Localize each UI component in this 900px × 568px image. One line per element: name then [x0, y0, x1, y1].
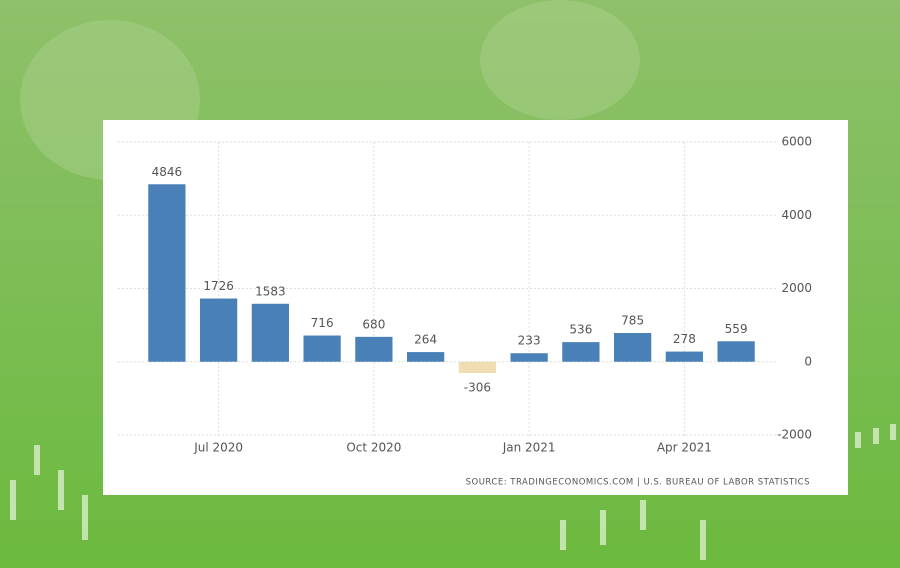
y-tick-label: 4000: [781, 208, 812, 222]
y-tick-label: -2000: [777, 428, 812, 442]
data-label: 278: [673, 332, 696, 346]
bar: [251, 303, 290, 362]
decoration: [480, 0, 640, 120]
bar: [613, 332, 652, 362]
data-label: 1726: [203, 279, 234, 293]
bar: [199, 298, 238, 362]
data-label: 536: [569, 323, 592, 337]
bar: [148, 184, 186, 362]
bar: [406, 352, 445, 362]
data-label: 785: [621, 313, 644, 327]
x-tick-label: Jul 2020: [193, 441, 243, 455]
bar: [562, 342, 600, 362]
data-label: 680: [362, 317, 385, 331]
x-tick-label: Oct 2020: [346, 441, 401, 455]
bar: [355, 336, 393, 362]
bar: [510, 353, 548, 362]
bar: [665, 351, 704, 362]
x-tick-label: Jan 2021: [502, 441, 556, 455]
source-note: SOURCE: TRADINGECONOMICS.COM | U.S. BURE…: [466, 478, 810, 488]
data-label: -306: [464, 380, 491, 394]
x-tick-label: Apr 2021: [657, 441, 712, 455]
bar: [303, 335, 341, 362]
bar: [717, 341, 755, 362]
data-label: 264: [414, 333, 437, 347]
bar: [458, 361, 497, 373]
data-label: 716: [311, 316, 334, 330]
decoration: [10, 424, 896, 560]
data-label: 1583: [255, 284, 286, 298]
data-label: 233: [518, 334, 541, 348]
y-tick-label: 2000: [781, 281, 812, 295]
y-tick-label: 0: [804, 354, 812, 368]
y-tick-label: 6000: [781, 135, 812, 149]
data-label: 559: [725, 322, 748, 336]
data-label: 4846: [152, 165, 183, 179]
